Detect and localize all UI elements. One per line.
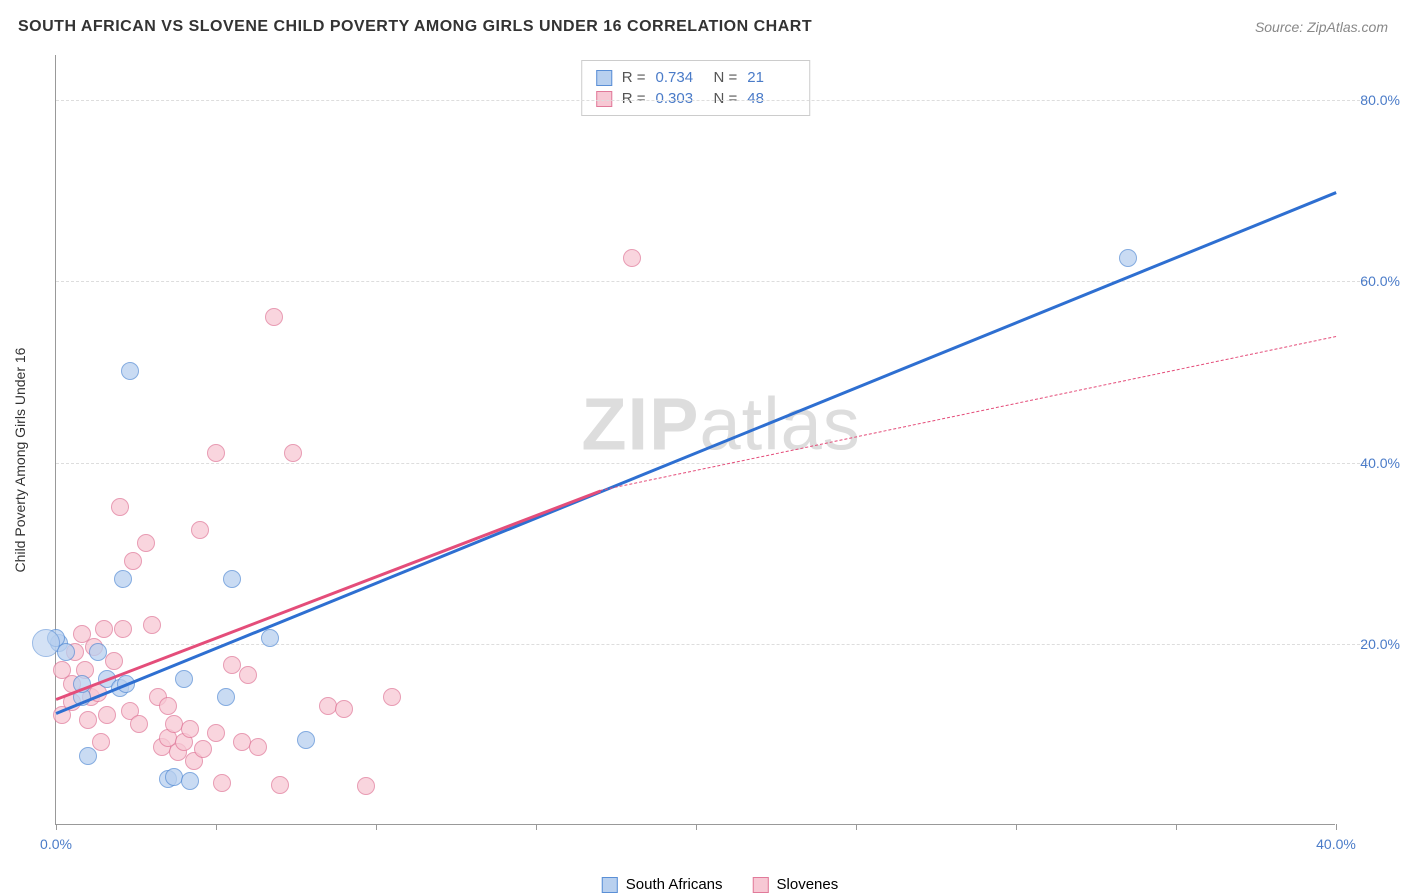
stat-n-value: 21 — [747, 69, 795, 86]
marker-cluster — [32, 629, 60, 657]
marker-slovenes — [623, 249, 641, 267]
marker-slovenes — [239, 666, 257, 684]
y-tick-label: 60.0% — [1360, 273, 1400, 289]
marker-south-africans — [261, 629, 279, 647]
x-tick — [696, 824, 697, 830]
marker-slovenes — [191, 521, 209, 539]
x-tick — [56, 824, 57, 830]
x-tick — [1016, 824, 1017, 830]
swatch-icon — [596, 70, 612, 86]
header: SOUTH AFRICAN VS SLOVENE CHILD POVERTY A… — [18, 18, 1388, 36]
swatch-icon — [596, 91, 612, 107]
marker-slovenes — [284, 444, 302, 462]
gridline — [56, 281, 1370, 282]
marker-slovenes — [207, 724, 225, 742]
legend-item-a: South Africans — [602, 876, 723, 893]
trendline-b-dash — [600, 336, 1336, 491]
marker-slovenes — [114, 620, 132, 638]
marker-slovenes — [271, 776, 289, 794]
marker-south-africans — [114, 570, 132, 588]
marker-south-africans — [217, 688, 235, 706]
marker-slovenes — [335, 700, 353, 718]
marker-slovenes — [79, 711, 97, 729]
marker-slovenes — [95, 620, 113, 638]
marker-slovenes — [137, 534, 155, 552]
marker-slovenes — [249, 738, 267, 756]
gridline — [56, 463, 1370, 464]
marker-slovenes — [143, 616, 161, 634]
marker-south-africans — [223, 570, 241, 588]
marker-slovenes — [383, 688, 401, 706]
legend-label-b: Slovenes — [777, 876, 839, 893]
stat-r-value: 0.734 — [656, 69, 704, 86]
legend-item-b: Slovenes — [753, 876, 839, 893]
marker-slovenes — [130, 715, 148, 733]
chart-title: SOUTH AFRICAN VS SLOVENE CHILD POVERTY A… — [18, 18, 812, 36]
marker-south-africans — [181, 772, 199, 790]
marker-south-africans — [1119, 249, 1137, 267]
stats-row: R = 0.734 N = 21 — [596, 67, 796, 88]
x-tick — [1336, 824, 1337, 830]
marker-slovenes — [181, 720, 199, 738]
plot-area: ZIPatlas R =0.734N =21R =0.303N =48 20.0… — [55, 55, 1335, 825]
stats-row: R = 0.303 N = 48 — [596, 88, 796, 109]
x-tick-label: 40.0% — [1316, 836, 1356, 852]
x-tick — [536, 824, 537, 830]
stat-r-label: R = — [622, 90, 646, 107]
marker-slovenes — [213, 774, 231, 792]
x-tick — [376, 824, 377, 830]
stat-r-label: R = — [622, 69, 646, 86]
marker-slovenes — [357, 777, 375, 795]
chart-container: Child Poverty Among Girls Under 16 ZIPat… — [55, 55, 1385, 865]
marker-slovenes — [265, 308, 283, 326]
marker-slovenes — [159, 697, 177, 715]
watermark: ZIPatlas — [581, 382, 860, 467]
stats-box: R = 0.734 N = 21 R = 0.303 N = 48 — [581, 60, 811, 116]
stat-n-label: N = — [714, 90, 738, 107]
y-tick-label: 20.0% — [1360, 636, 1400, 652]
swatch-icon — [753, 877, 769, 893]
trendline-a — [56, 191, 1337, 714]
marker-slovenes — [207, 444, 225, 462]
marker-south-africans — [79, 747, 97, 765]
marker-slovenes — [92, 733, 110, 751]
legend: South Africans Slovenes — [602, 876, 838, 893]
marker-south-africans — [175, 670, 193, 688]
marker-slovenes — [111, 498, 129, 516]
marker-slovenes — [124, 552, 142, 570]
marker-south-africans — [297, 731, 315, 749]
stat-r-value: 0.303 — [656, 90, 704, 107]
x-tick — [216, 824, 217, 830]
swatch-icon — [602, 877, 618, 893]
y-tick-label: 40.0% — [1360, 455, 1400, 471]
marker-slovenes — [98, 706, 116, 724]
marker-south-africans — [121, 362, 139, 380]
source-label: Source: ZipAtlas.com — [1255, 19, 1388, 35]
stat-n-value: 48 — [747, 90, 795, 107]
x-tick — [1176, 824, 1177, 830]
x-tick — [856, 824, 857, 830]
y-tick-label: 80.0% — [1360, 92, 1400, 108]
gridline — [56, 644, 1370, 645]
marker-slovenes — [105, 652, 123, 670]
legend-label-a: South Africans — [626, 876, 723, 893]
y-axis-label: Child Poverty Among Girls Under 16 — [12, 348, 28, 573]
stat-n-label: N = — [714, 69, 738, 86]
x-tick-label: 0.0% — [40, 836, 72, 852]
marker-slovenes — [194, 740, 212, 758]
trendline-b-solid — [56, 490, 601, 701]
marker-south-africans — [89, 643, 107, 661]
gridline — [56, 100, 1370, 101]
